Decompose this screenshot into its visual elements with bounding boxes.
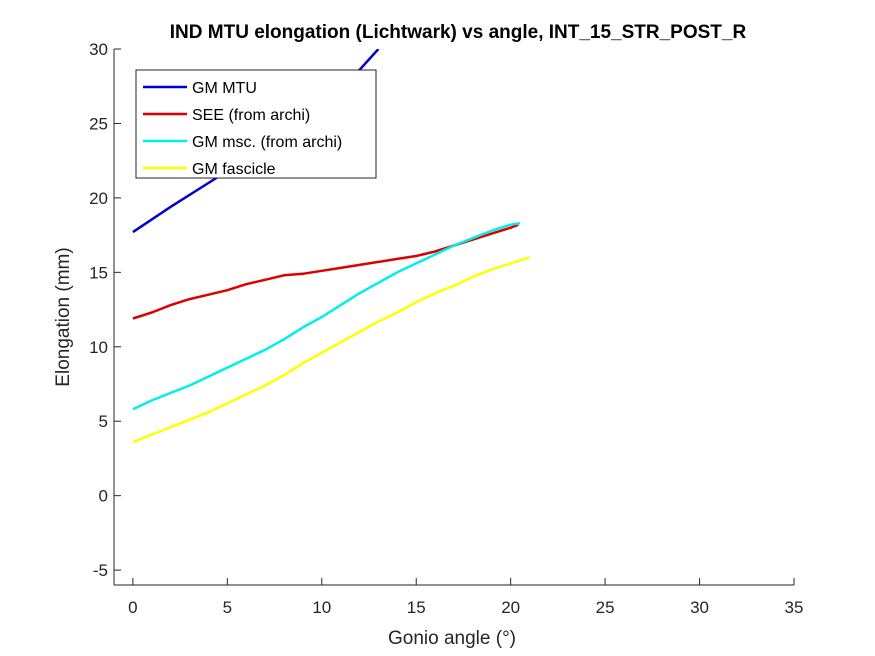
axes: 0 5 10 15 20 25 30 35 -5 0 5 10 15 20 25 30 bbox=[89, 40, 803, 617]
y-tick-label: 10 bbox=[89, 338, 108, 357]
legend-label: GM fascicle bbox=[192, 161, 276, 178]
x-ticks: 0 5 10 15 20 25 30 35 bbox=[128, 578, 803, 617]
x-tick-label: 15 bbox=[407, 598, 426, 617]
y-axis-label: Elongation (mm) bbox=[53, 247, 74, 386]
x-tick-label: 30 bbox=[690, 598, 709, 617]
x-tick-label: 5 bbox=[223, 598, 232, 617]
y-tick-label: 25 bbox=[89, 114, 108, 133]
legend-label: SEE (from archi) bbox=[192, 107, 310, 124]
y-tick-label: 20 bbox=[89, 189, 108, 208]
y-ticks: -5 0 5 10 15 20 25 30 bbox=[89, 40, 121, 580]
x-tick-label: 10 bbox=[312, 598, 331, 617]
y-tick-label: 5 bbox=[99, 412, 108, 431]
x-tick-label: 0 bbox=[128, 598, 137, 617]
x-tick-label: 25 bbox=[596, 598, 615, 617]
y-tick-label: -5 bbox=[93, 561, 108, 580]
legend-label: GM msc. (from archi) bbox=[192, 134, 342, 151]
x-tick-label: 35 bbox=[785, 598, 804, 617]
x-tick-label: 20 bbox=[501, 598, 520, 617]
legend-entries: GM MTU SEE (from archi) GM msc. (from arch… bbox=[143, 80, 342, 178]
y-tick-label: 30 bbox=[89, 40, 108, 59]
legend-label: GM MTU bbox=[192, 80, 257, 97]
series-line-gm-fascicle bbox=[132, 256, 530, 444]
y-tick-label: 15 bbox=[89, 263, 108, 282]
series-line-see-from-archi bbox=[132, 223, 519, 320]
legend: GM MTU SEE (from archi) GM msc. (from arch… bbox=[135, 69, 377, 179]
series-line-gm-msc-from-archi bbox=[132, 221, 521, 411]
y-tick-label: 0 bbox=[99, 487, 108, 506]
chart-title: IND MTU elongation (Lichtwark) vs angle,… bbox=[170, 22, 747, 43]
x-axis-label: Gonio angle (°) bbox=[388, 628, 516, 649]
